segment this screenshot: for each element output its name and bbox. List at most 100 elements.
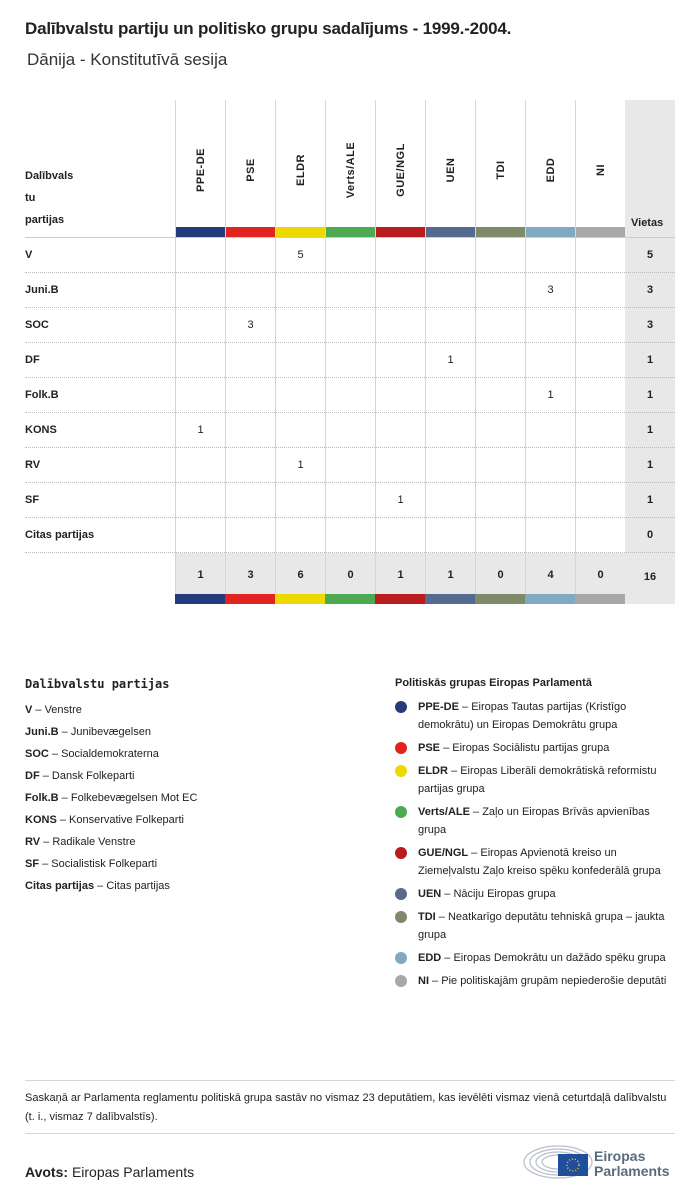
table-cell [225,378,275,413]
grand-total: 16 [625,553,675,604]
footnote: Saskaņā ar Parlamenta reglamentu politis… [25,1092,667,1123]
group-name: Eiropas Tautas partijas (Kristīgo demokr… [418,701,627,731]
table-row: Juni.B 3 3 [25,272,675,308]
row-total: 1 [625,483,675,518]
page-subtitle: Dānija - Konstitutīvā sesija [27,50,228,69]
table-cell [425,518,475,553]
table-cell [475,308,525,343]
group-code: TDI [418,911,436,923]
group-color-bar [275,594,325,604]
party-code: DF [25,770,40,782]
table-cell [425,273,475,308]
table-cell [525,483,575,518]
group-code: ELDR [418,765,448,777]
table-cell [525,238,575,273]
group-total: 3 [225,553,275,594]
group-color-bar [426,227,475,237]
table-row: KONS 1 1 [25,412,675,448]
table-row: SF 1 1 [25,482,675,518]
party-name: Radikale Venstre [52,836,136,848]
row-total: 5 [625,238,675,273]
party-legend-item: KONS – Konservative Folkeparti [25,814,184,826]
table-cell [425,378,475,413]
column-header: Verts/ALE [325,100,375,237]
table-cell [225,273,275,308]
table-cell [175,518,225,553]
group-total: 1 [425,553,475,594]
group-color-bar [325,594,375,604]
group-name: Eiropas Apvienotā kreiso un Ziemeļvalstu… [418,847,661,877]
group-color-dot-icon [395,765,407,777]
row-header: Dalībvals tu partijas [25,165,73,231]
group-color-bar [176,227,225,237]
table-cell [175,483,225,518]
table-cell [325,413,375,448]
group-legend-item: NI – Pie politiskajām grupām nepiederoši… [395,972,675,990]
party-legend-item: SOC – Socialdemokraterna [25,748,159,760]
column-label: ELDR [294,154,307,186]
column-label: Verts/ALE [344,141,357,199]
table-cell [325,273,375,308]
table-cell [275,518,325,553]
column-label: PSE [244,158,257,182]
group-name: Pie politiskajām grupām nepiederošie dep… [441,975,667,987]
group-color-bar [375,594,425,604]
table-cell [375,518,425,553]
table-cell: 5 [275,238,325,273]
row-party-label: V [25,249,33,261]
group-color-bar [276,227,325,237]
divider [25,1133,675,1134]
party-code: Citas partijas [25,880,95,892]
table-cell [275,483,325,518]
table-cell [175,378,225,413]
group-color-bar [476,227,525,237]
group-total: 0 [325,553,375,594]
group-legend-item: PSE – Eiropas Sociālistu partijas grupa [395,739,675,757]
table-cell [425,308,475,343]
table-cell [525,448,575,483]
table-cell [225,483,275,518]
group-legend-item: GUE/NGL – Eiropas Apvienotā kreiso un Zi… [395,844,675,880]
party-name: Citas partijas [106,880,170,892]
table-row: DF 1 1 [25,342,675,378]
group-legend-item: PPE-DE – Eiropas Tautas partijas (Kristī… [395,698,675,734]
table-cell [575,483,625,518]
table-cell [575,343,625,378]
group-color-dot-icon [395,847,407,859]
column-label: UEN [444,157,457,183]
group-name: Eiropas Liberāli demokrātiskā reformistu… [418,765,657,795]
table-cell [325,343,375,378]
column-header: NI [575,100,625,237]
row-header-line: tu [25,192,36,204]
party-legend: Dalībvalstu partijas V – Venstre Juni.B –… [25,677,365,897]
row-party-label: Citas partijas [25,529,95,541]
table-cell [425,413,475,448]
table-cell [325,483,375,518]
table-cell [325,448,375,483]
logo-wordmark: Eiropas Parlaments [594,1148,670,1179]
group-legend-title: Politiskās grupas Eiropas Parlamentā [395,677,592,689]
group-name: Neatkarīgo deputātu tehniskā grupa – jau… [418,911,665,941]
party-legend-item: Folk.B – Folkebevægelsen Mot EC [25,792,198,804]
total-column-header: Vietas [625,100,675,237]
page-title: Dalībvalstu partiju un politisko grupu s… [25,19,512,38]
group-color-bar [575,594,625,604]
group-code: UEN [418,888,442,900]
group-total: 0 [575,553,625,594]
table-cell [375,448,425,483]
table-cell [475,448,525,483]
table-cell [525,413,575,448]
column-header: TDI [475,100,525,237]
group-total: 6 [275,553,325,594]
table-cell [375,308,425,343]
group-total: 1 [175,553,225,594]
table-cell: 1 [425,343,475,378]
total-header-label: Vietas [631,217,664,229]
row-total: 3 [625,308,675,343]
party-code: Folk.B [25,792,59,804]
table-cell [275,413,325,448]
table-cell [275,343,325,378]
group-color-dot-icon [395,952,407,964]
table-cell [175,343,225,378]
group-color-dot-icon [395,742,407,754]
